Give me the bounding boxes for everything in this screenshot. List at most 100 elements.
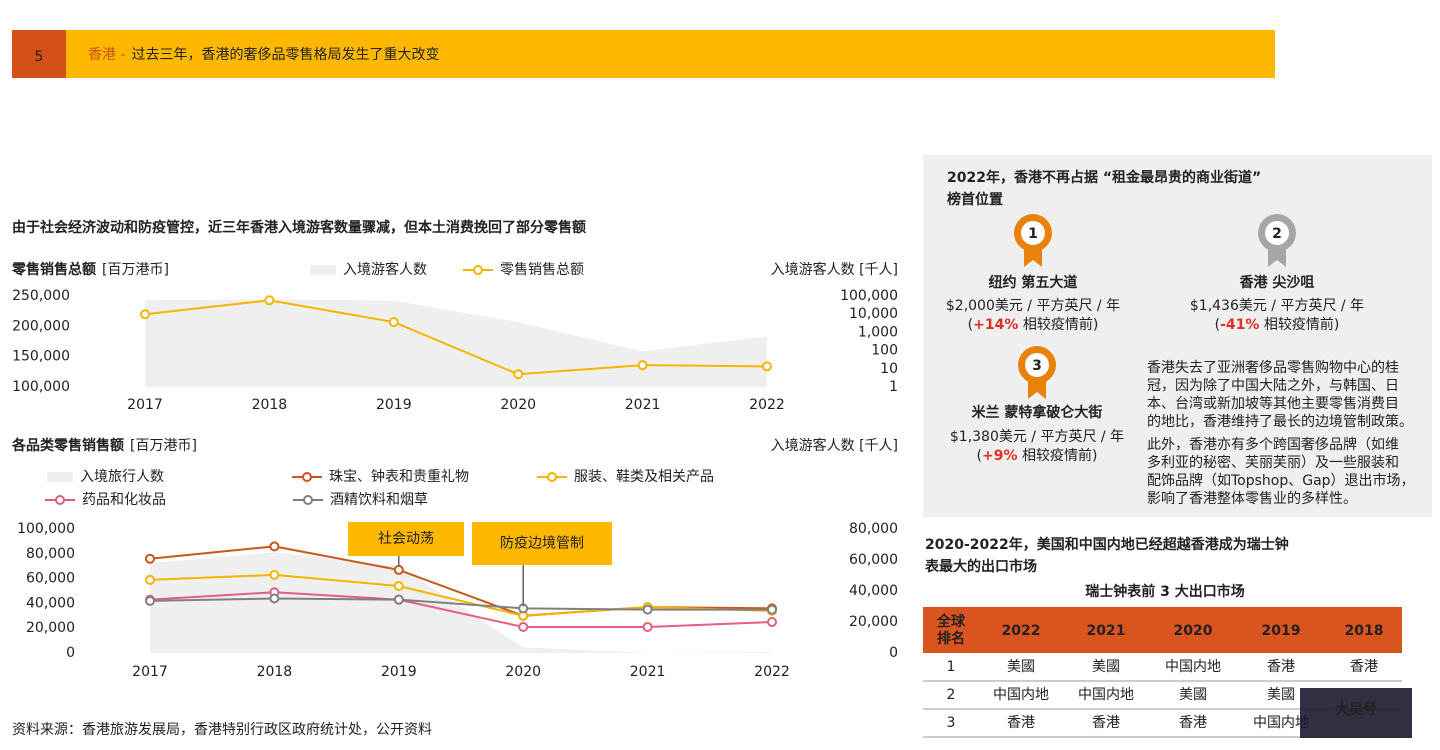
table-header: 排名 xyxy=(937,630,965,647)
x-tick-label: 2021 xyxy=(625,397,661,413)
legend-swatch xyxy=(47,472,73,482)
section-title: 由于社会经济波动和防疫管控，近三年香港入境游客数量骤减，但本土消费挽回了部分零售… xyxy=(12,219,586,236)
annotation-text: 防疫边境管制 xyxy=(500,536,584,552)
badge-inner xyxy=(1025,353,1049,377)
point xyxy=(393,594,404,605)
point xyxy=(145,595,155,606)
x-tick-label: 2020 xyxy=(505,664,541,680)
table-cell: 香港 xyxy=(1007,715,1035,731)
table-cell: 中国内地 xyxy=(993,687,1049,703)
point xyxy=(762,361,772,372)
table-cell: 香港 xyxy=(1179,715,1207,731)
line xyxy=(149,597,772,611)
x-tick-label: 2021 xyxy=(630,664,666,680)
change: (+14% 相较疫情前) xyxy=(968,316,1099,333)
y-axis-label: 各品类零售销售额 [百万港币] xyxy=(11,437,197,454)
change-part: 相较疫情前) xyxy=(1018,447,1098,464)
point xyxy=(388,317,399,328)
table-cell: 中国内地 xyxy=(1165,659,1221,675)
table-cell: 美國 xyxy=(1267,687,1295,703)
legend-label: 酒精饮料和烟草 xyxy=(330,492,428,508)
badge-rank: 2 xyxy=(1272,226,1282,242)
point xyxy=(393,581,404,592)
y-tick-label: 0 xyxy=(66,645,75,661)
legend-swatch xyxy=(310,265,336,275)
legend-label: 药品和化妆品 xyxy=(82,492,166,508)
point xyxy=(637,360,648,371)
location: 纽约 第五大道 xyxy=(989,274,1078,291)
panel-paragraph-line: 多利亚的秘密、芙丽芙丽）及一些服装和 xyxy=(1147,454,1399,471)
point xyxy=(767,604,777,615)
header-region: 香港 - xyxy=(88,47,126,63)
y-tick-label: 60,000 xyxy=(26,571,75,587)
table-cell: 美國 xyxy=(1007,659,1035,675)
legend-marker xyxy=(302,472,312,482)
legend-label: 珠宝、钟表和贵重礼物 xyxy=(329,468,469,485)
y-tick-label: 200,000 xyxy=(12,318,70,334)
annotation-box xyxy=(348,522,464,556)
x-tick-label: 2022 xyxy=(749,397,785,413)
line xyxy=(149,573,773,617)
y2-tick-label: 40,000 xyxy=(849,583,898,599)
x-tick-label: 2020 xyxy=(500,397,536,413)
table-cell: 2 xyxy=(947,687,956,703)
table-subtitle: 瑞士钟表前 3 大出口市场 xyxy=(1085,583,1245,600)
location: 米兰 蒙特拿破仑大街 xyxy=(972,404,1103,421)
legend-marker xyxy=(303,495,313,505)
watermark-bg xyxy=(1300,688,1412,738)
table-cell: 美國 xyxy=(1092,659,1120,675)
x-tick-label: 2018 xyxy=(252,397,288,413)
change-part: 相较疫情前) xyxy=(1259,316,1339,333)
point xyxy=(269,569,280,580)
legend-marker xyxy=(55,495,65,505)
y-axis-title: 零售销售总额 xyxy=(11,261,96,278)
y-axis-unit: [百万港币] xyxy=(130,438,197,454)
table-title: 2020-2022年，美国和中国内地已经超越香港成为瑞士钟 xyxy=(925,536,1289,553)
panel-paragraph-line: 的地比，香港维持了最长的边境管制政策。 xyxy=(1147,413,1413,430)
point xyxy=(767,617,777,627)
header-title: 香港 - 过去三年，香港的奢侈品零售格局发生了重大改变 xyxy=(88,47,440,63)
point xyxy=(145,553,155,564)
y2-tick-label: 100,000 xyxy=(840,288,898,304)
table-cell: 香港 xyxy=(1267,659,1295,675)
x-tick-label: 2019 xyxy=(381,664,417,680)
y2-tick-label: 100 xyxy=(871,343,898,359)
y2-axis-label: 入境游客人数 [千人] xyxy=(771,261,898,278)
table-cell: 中国内地 xyxy=(1078,687,1134,703)
y-tick-label: 80,000 xyxy=(26,546,75,562)
price: $1,436美元 / 平方英尺 / 年 xyxy=(1190,297,1364,314)
panel-title: 榜首位置 xyxy=(947,191,1003,208)
point xyxy=(145,574,155,585)
header-title-text: 过去三年，香港的奢侈品零售格局发生了重大改变 xyxy=(132,47,440,63)
source: 资料来源：香港旅游发展局，香港特别行政区政府统计处，公开资料 xyxy=(12,722,432,738)
ranking-panel-bg xyxy=(923,155,1432,517)
table-cell: 1 xyxy=(947,659,956,675)
legend-marker xyxy=(473,265,483,275)
change-part: +9% xyxy=(982,448,1018,464)
change-part: ( xyxy=(977,448,982,464)
legend-label: 服装、鞋类及相关产品 xyxy=(574,469,714,485)
x-tick-label: 2022 xyxy=(754,664,790,680)
y2-tick-label: 60,000 xyxy=(849,552,898,568)
price: $1,380美元 / 平方英尺 / 年 xyxy=(950,428,1124,445)
panel-title: 2022年，香港不再占据 “租金最昂贵的商业街道” xyxy=(947,169,1261,186)
badge-rank: 1 xyxy=(1028,226,1038,242)
table-header: 2018 xyxy=(1345,623,1384,639)
table-header-bg xyxy=(923,607,1402,653)
table-cell: 美國 xyxy=(1179,687,1207,703)
table-cell: 香港 xyxy=(1350,659,1378,675)
table-header: 2022 xyxy=(1002,623,1041,639)
panel-paragraph-line: 配饰品牌（如Topshop、Gap）退出市场， xyxy=(1147,472,1415,489)
table-header: 2019 xyxy=(1262,623,1301,639)
y2-tick-label: 1,000 xyxy=(858,324,898,340)
legend-label: 零售销售总额 xyxy=(500,262,584,278)
table-cell: 香港 xyxy=(1092,715,1120,731)
table-title: 表最大的出口市场 xyxy=(924,558,1037,575)
change-part: +14% xyxy=(973,317,1018,333)
legend-marker xyxy=(547,472,557,482)
area xyxy=(145,299,767,387)
change-part: -41% xyxy=(1220,317,1259,333)
x-tick-label: 2018 xyxy=(257,664,293,680)
y-tick-label: 250,000 xyxy=(12,288,70,304)
y-axis-label: 零售销售总额 [百万港币] xyxy=(11,261,169,278)
